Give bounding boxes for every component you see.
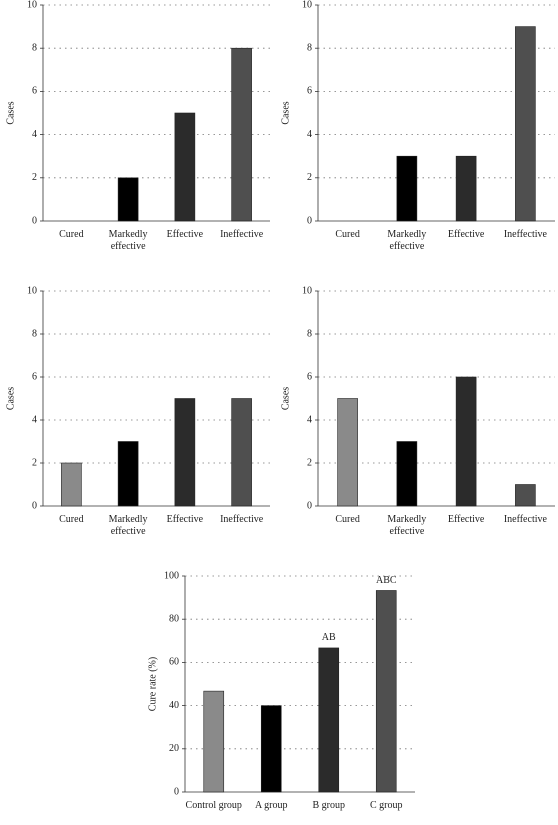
y-tick-label: 40 bbox=[169, 700, 179, 711]
x-tick-label: Effective bbox=[447, 229, 485, 240]
y-tick-label: 4 bbox=[32, 129, 37, 140]
x-tick-label: Ineffective bbox=[503, 229, 547, 240]
y-tick-label: 60 bbox=[169, 657, 179, 668]
y-tick-label: 6 bbox=[32, 371, 37, 382]
x-tick-label: Cured bbox=[335, 514, 360, 525]
x-tick-label: Ineffective bbox=[220, 229, 264, 240]
bar bbox=[375, 590, 397, 793]
y-tick-label: 2 bbox=[307, 172, 312, 183]
bar bbox=[455, 376, 477, 507]
y-tick-label: 2 bbox=[307, 457, 312, 468]
y-tick-label: 6 bbox=[307, 371, 312, 382]
x-tick-label: Markedly effective bbox=[108, 514, 148, 537]
x-tick-label: A group bbox=[255, 800, 288, 811]
bar bbox=[61, 462, 82, 507]
bar bbox=[318, 647, 340, 793]
y-tick-label: 8 bbox=[32, 42, 37, 53]
y-tick-label: 10 bbox=[302, 285, 312, 296]
x-tick-label: Cured bbox=[335, 229, 360, 240]
y-axis-label: Cure rate (%) bbox=[147, 657, 158, 711]
y-tick-label: 100 bbox=[164, 570, 179, 581]
y-tick-label: 4 bbox=[307, 414, 312, 425]
y-axis-label: Cases bbox=[280, 101, 291, 124]
y-tick-label: 10 bbox=[302, 0, 312, 10]
x-tick-label: Effective bbox=[447, 514, 485, 525]
x-tick-label: Cured bbox=[59, 514, 84, 525]
y-tick-label: 4 bbox=[307, 129, 312, 140]
bar bbox=[203, 690, 225, 793]
y-axis-label: Cases bbox=[5, 101, 16, 124]
y-tick-label: 8 bbox=[32, 328, 37, 339]
y-tick-label: 2 bbox=[32, 457, 37, 468]
bar bbox=[174, 112, 196, 222]
bar bbox=[117, 441, 139, 507]
y-tick-label: 0 bbox=[307, 500, 312, 511]
y-tick-label: 10 bbox=[27, 285, 37, 296]
x-tick-label: Ineffective bbox=[220, 514, 264, 525]
y-tick-label: 6 bbox=[32, 86, 37, 97]
y-axis-label: Cases bbox=[5, 387, 16, 410]
y-tick-label: 80 bbox=[169, 613, 179, 624]
bar bbox=[260, 705, 282, 793]
x-tick-label: Markedly effective bbox=[108, 229, 148, 252]
bar-label: AB bbox=[322, 632, 336, 643]
bar bbox=[396, 441, 418, 507]
y-tick-label: 0 bbox=[32, 215, 37, 226]
y-tick-label: 2 bbox=[32, 172, 37, 183]
y-tick-label: 20 bbox=[169, 743, 179, 754]
bar bbox=[231, 398, 252, 507]
bar bbox=[455, 155, 477, 222]
x-tick-label: Cured bbox=[59, 229, 84, 240]
y-tick-label: 8 bbox=[307, 328, 312, 339]
bar bbox=[117, 177, 139, 222]
x-tick-label: Control group bbox=[185, 800, 242, 811]
y-tick-label: 4 bbox=[32, 414, 37, 425]
y-tick-label: 0 bbox=[307, 215, 312, 226]
x-tick-label: Markedly effective bbox=[387, 229, 427, 252]
y-tick-label: 0 bbox=[32, 500, 37, 511]
bar bbox=[231, 47, 252, 222]
y-tick-label: 6 bbox=[307, 86, 312, 97]
bar bbox=[174, 398, 196, 507]
x-tick-label: Ineffective bbox=[503, 514, 547, 525]
bar bbox=[515, 26, 536, 222]
y-tick-label: 8 bbox=[307, 42, 312, 53]
y-tick-label: 10 bbox=[27, 0, 37, 10]
bar bbox=[396, 155, 418, 222]
bar bbox=[337, 398, 358, 507]
x-tick-label: C group bbox=[370, 800, 403, 811]
x-tick-label: Effective bbox=[166, 229, 204, 240]
y-tick-label: 0 bbox=[174, 786, 179, 797]
x-tick-label: B group bbox=[312, 800, 346, 811]
x-tick-label: Effective bbox=[166, 514, 204, 525]
bar-label: ABC bbox=[376, 575, 397, 586]
bar bbox=[515, 484, 536, 507]
y-axis-label: Cases bbox=[280, 387, 291, 410]
x-tick-label: Markedly effective bbox=[387, 514, 427, 537]
